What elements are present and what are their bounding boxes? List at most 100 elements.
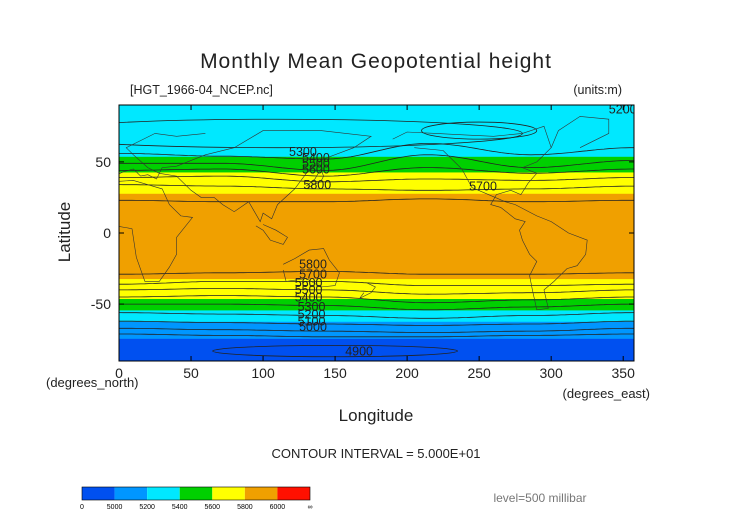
color-band [119,184,634,187]
color-band [119,112,634,115]
color-band [119,345,634,348]
color-band [119,260,634,263]
color-band [119,137,634,140]
color-band [119,147,634,150]
color-band [119,140,634,143]
color-band [119,180,634,183]
color-band [119,201,634,204]
color-bar-swatch [277,487,310,500]
color-band [119,277,634,280]
color-band [119,316,634,319]
color-band [119,321,634,324]
color-band [119,305,634,308]
color-band [119,295,634,298]
color-band [119,268,634,271]
color-band [119,288,634,291]
color-band [119,144,634,147]
color-band [119,231,634,234]
contour-label: 5700 [299,268,327,282]
color-bands [119,105,634,361]
color-band [119,255,634,258]
color-band [119,171,634,174]
color-band [119,297,634,300]
contour-label: 5300 [298,300,326,314]
color-band [119,220,634,223]
y-tick-label: 50 [95,154,111,170]
color-band [119,233,634,236]
color-band [119,338,634,341]
color-band [119,265,634,268]
color-band [119,215,634,218]
x-tick-label: 350 [612,365,636,381]
color-band [119,292,634,295]
color-band [119,151,634,154]
color-band [119,173,634,176]
color-band [119,351,634,354]
color-band [119,130,634,133]
color-band [119,186,634,189]
y-tick-label: -50 [91,296,111,312]
x-tick-label: 200 [395,365,419,381]
color-band [119,146,634,149]
color-bar-label: 6000 [270,504,286,511]
color-band [119,289,634,292]
color-band [119,250,634,253]
x-tick-label: 300 [539,365,563,381]
x-axis-label: Longitude [339,406,414,425]
color-band [119,264,634,267]
file-label: [HGT_1966-04_NCEP.nc] [130,83,273,97]
color-band [119,109,634,112]
color-band [119,210,634,213]
color-band [119,325,634,328]
color-band [119,326,634,329]
color-band [119,322,634,325]
units-label: (units:m) [573,83,622,97]
coastline [255,224,288,245]
color-band [119,214,634,217]
contour-line [119,327,634,334]
color-band [119,157,634,160]
color-band [119,183,634,186]
contour-label: 5800 [299,258,327,272]
color-band [119,262,634,265]
color-band [119,284,634,287]
color-band [119,281,634,284]
color-band [119,116,634,119]
contour-line [119,271,634,275]
contour-label: 5200 [609,103,637,117]
contour-interval-text: CONTOUR INTERVAL = 5.000E+01 [271,446,480,461]
color-band [119,230,634,233]
color-band [119,193,634,196]
x-unit-label: (degrees_east) [563,386,650,401]
color-band [119,178,634,181]
color-bar-label: 5000 [107,504,123,511]
x-tick-label: 50 [183,365,199,381]
coastline [282,248,340,288]
color-band [119,269,634,272]
color-band [119,133,634,136]
contour-label: 5700 [469,179,497,193]
color-band [119,352,634,355]
color-band [119,124,634,127]
color-band [119,198,634,201]
color-band [119,141,634,144]
color-band [119,174,634,177]
color-band [119,234,634,237]
contour-label: 5500 [302,157,330,171]
color-band [119,275,634,278]
x-tick-label: 100 [251,365,275,381]
color-band [119,191,634,194]
color-band [119,314,634,317]
color-bar-label: 0 [80,504,84,511]
color-band [119,136,634,139]
y-tick-label: 0 [103,225,111,241]
color-band [119,304,634,307]
color-band [119,190,634,193]
x-tick-label: 250 [467,365,491,381]
color-band [119,245,634,248]
color-band [119,197,634,200]
color-band [119,177,634,180]
color-bar-swatch [179,487,213,500]
color-band [119,311,634,314]
color-band [119,181,634,184]
